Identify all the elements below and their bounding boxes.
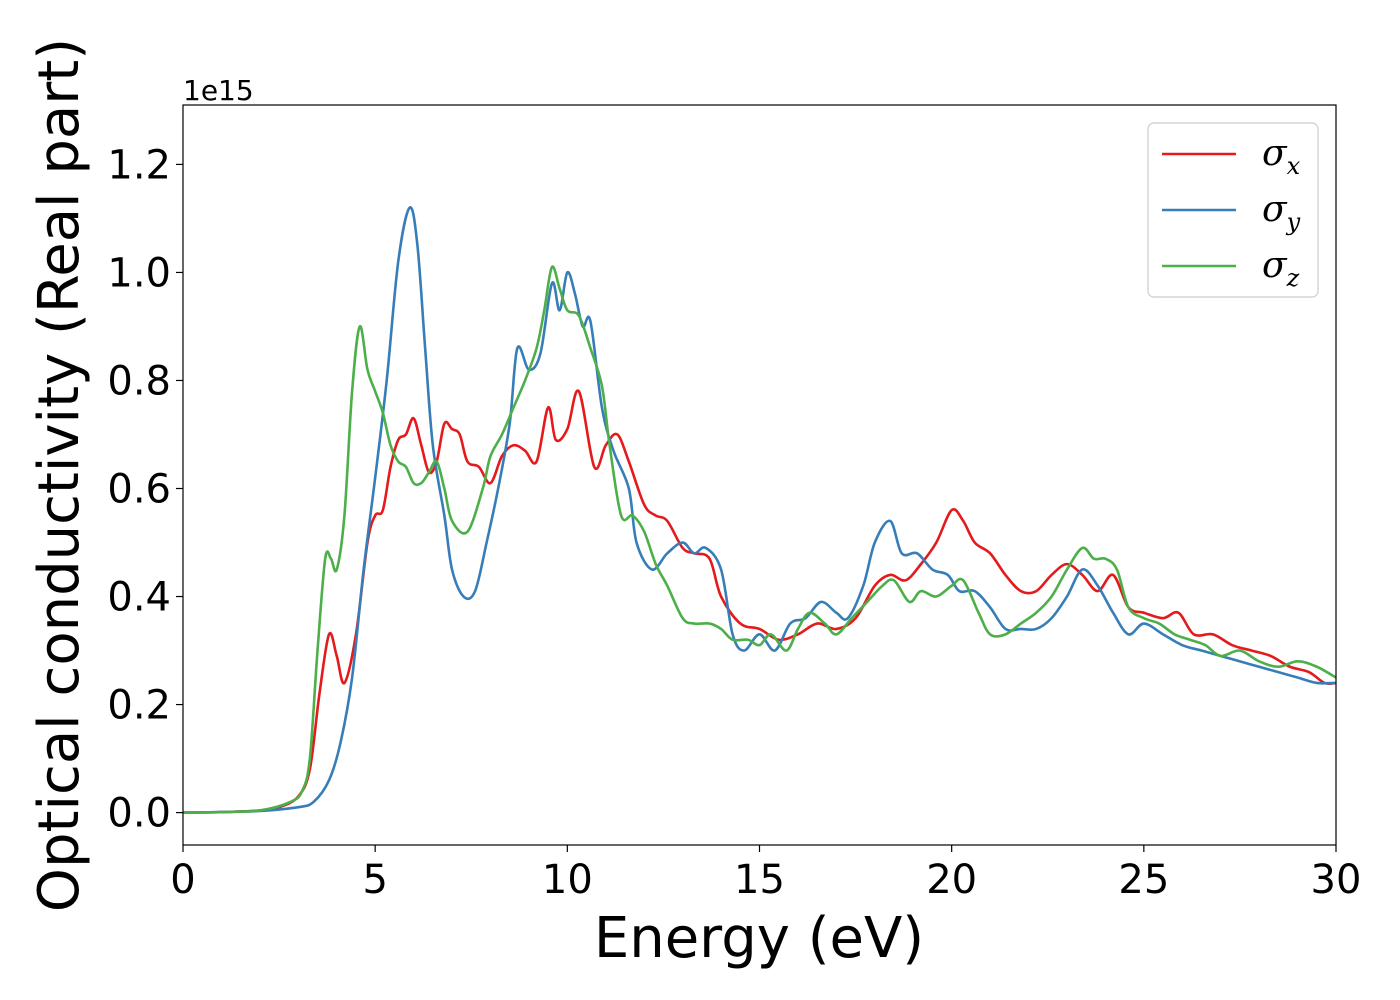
x-tick-label: 0 xyxy=(170,857,195,903)
y-offset-label: 1e15 xyxy=(183,74,254,107)
series-line-σ-z xyxy=(183,265,1336,814)
y-tick-label: 0.0 xyxy=(107,791,171,837)
x-tick-label: 5 xyxy=(362,857,387,903)
x-tick-label: 30 xyxy=(1311,857,1362,903)
y-tick-label: 1.2 xyxy=(107,142,171,188)
series-line-σ-y xyxy=(183,206,1336,814)
y-axis-title: Optical conductivity (Real part) xyxy=(27,38,92,912)
y-tick-label: 0.2 xyxy=(107,683,171,729)
x-tick-label: 10 xyxy=(542,857,593,903)
x-axis-title: Energy (eV) xyxy=(594,906,924,971)
y-tick-label: 0.8 xyxy=(107,358,171,404)
y-tick-label: 0.4 xyxy=(107,575,171,621)
y-tick-label: 0.6 xyxy=(107,467,171,513)
series-layer xyxy=(183,206,1336,814)
y-axis: 0.0 0.2 0.4 0.6 0.8 1.0 1.2 xyxy=(107,142,183,837)
x-tick-label: 25 xyxy=(1118,857,1169,903)
y-tick-label: 1.0 xyxy=(107,250,171,296)
x-tick-label: 20 xyxy=(926,857,977,903)
x-tick-label: 15 xyxy=(734,857,785,903)
x-axis: 0 5 10 15 20 25 30 xyxy=(170,845,1361,903)
series-line-σ-x xyxy=(183,389,1336,814)
